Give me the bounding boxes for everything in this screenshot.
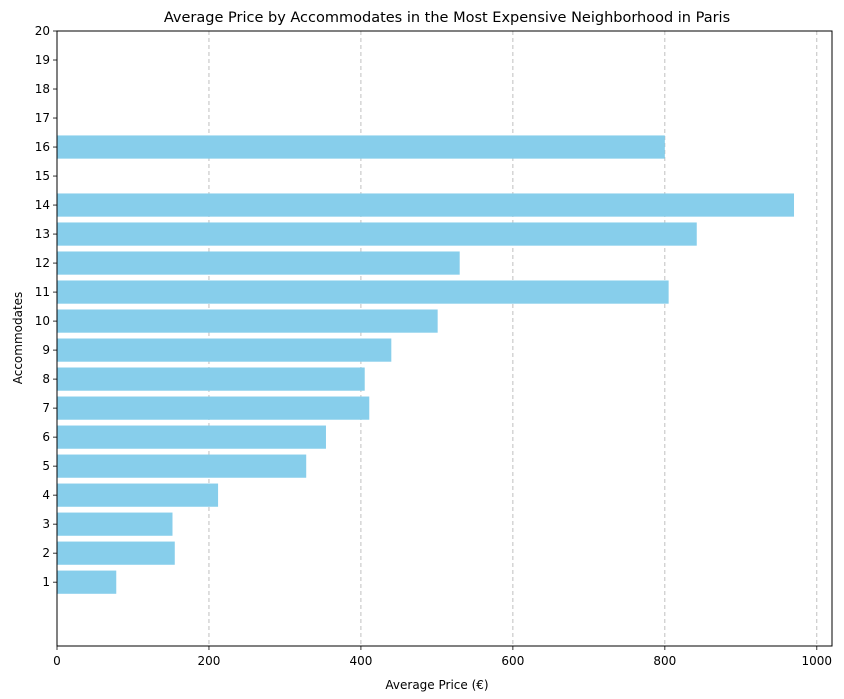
y-tick-label: 3 — [42, 517, 50, 531]
bar — [57, 222, 697, 246]
bar — [57, 251, 460, 275]
bar — [57, 396, 370, 420]
x-gridlines — [208, 31, 818, 646]
y-tick-label: 6 — [42, 430, 50, 444]
x-tick-label: 400 — [349, 654, 372, 668]
chart-title: Average Price by Accommodates in the Mos… — [164, 10, 730, 26]
bar — [57, 512, 173, 536]
bar — [57, 367, 365, 391]
y-tick-label: 5 — [42, 459, 50, 473]
y-tick-label: 8 — [42, 372, 50, 386]
x-tick-label: 600 — [501, 654, 524, 668]
y-tick-label: 20 — [35, 24, 50, 38]
y-tick-label: 11 — [35, 285, 50, 299]
y-tick-label: 7 — [42, 401, 50, 415]
x-axis-label: Average Price (€) — [385, 678, 488, 692]
y-tick-label: 18 — [35, 82, 50, 96]
y-tick-label: 10 — [35, 314, 50, 328]
x-tick-label: 0 — [53, 654, 61, 668]
x-tick-label: 800 — [653, 654, 676, 668]
y-tick-label: 19 — [35, 53, 50, 67]
y-tick-label: 15 — [35, 169, 50, 183]
bar — [57, 338, 392, 362]
y-tick-label: 1 — [42, 575, 50, 589]
bar — [57, 570, 117, 594]
y-tick-label: 9 — [42, 343, 50, 357]
bars — [57, 135, 795, 594]
x-tick-label: 200 — [198, 654, 221, 668]
x-axis-ticks: 0 200 400 600 800 1000 — [53, 646, 832, 668]
y-tick-label: 16 — [35, 140, 50, 154]
y-tick-label: 12 — [35, 256, 50, 270]
x-tick-label: 1000 — [802, 654, 833, 668]
plot-frame — [56, 30, 833, 647]
y-tick-label: 14 — [35, 198, 50, 212]
bar — [57, 309, 438, 333]
y-axis-label: Accommodates — [11, 292, 25, 385]
y-tick-label: 4 — [42, 488, 50, 502]
y-tick-label: 17 — [35, 111, 50, 125]
bar — [57, 425, 326, 449]
y-tick-label: 2 — [42, 546, 50, 560]
y-tick-label: 13 — [35, 227, 50, 241]
bar — [57, 280, 669, 304]
bar — [57, 193, 795, 217]
bar — [57, 135, 665, 159]
bar — [57, 541, 175, 565]
bar — [57, 483, 219, 507]
bar — [57, 454, 307, 478]
